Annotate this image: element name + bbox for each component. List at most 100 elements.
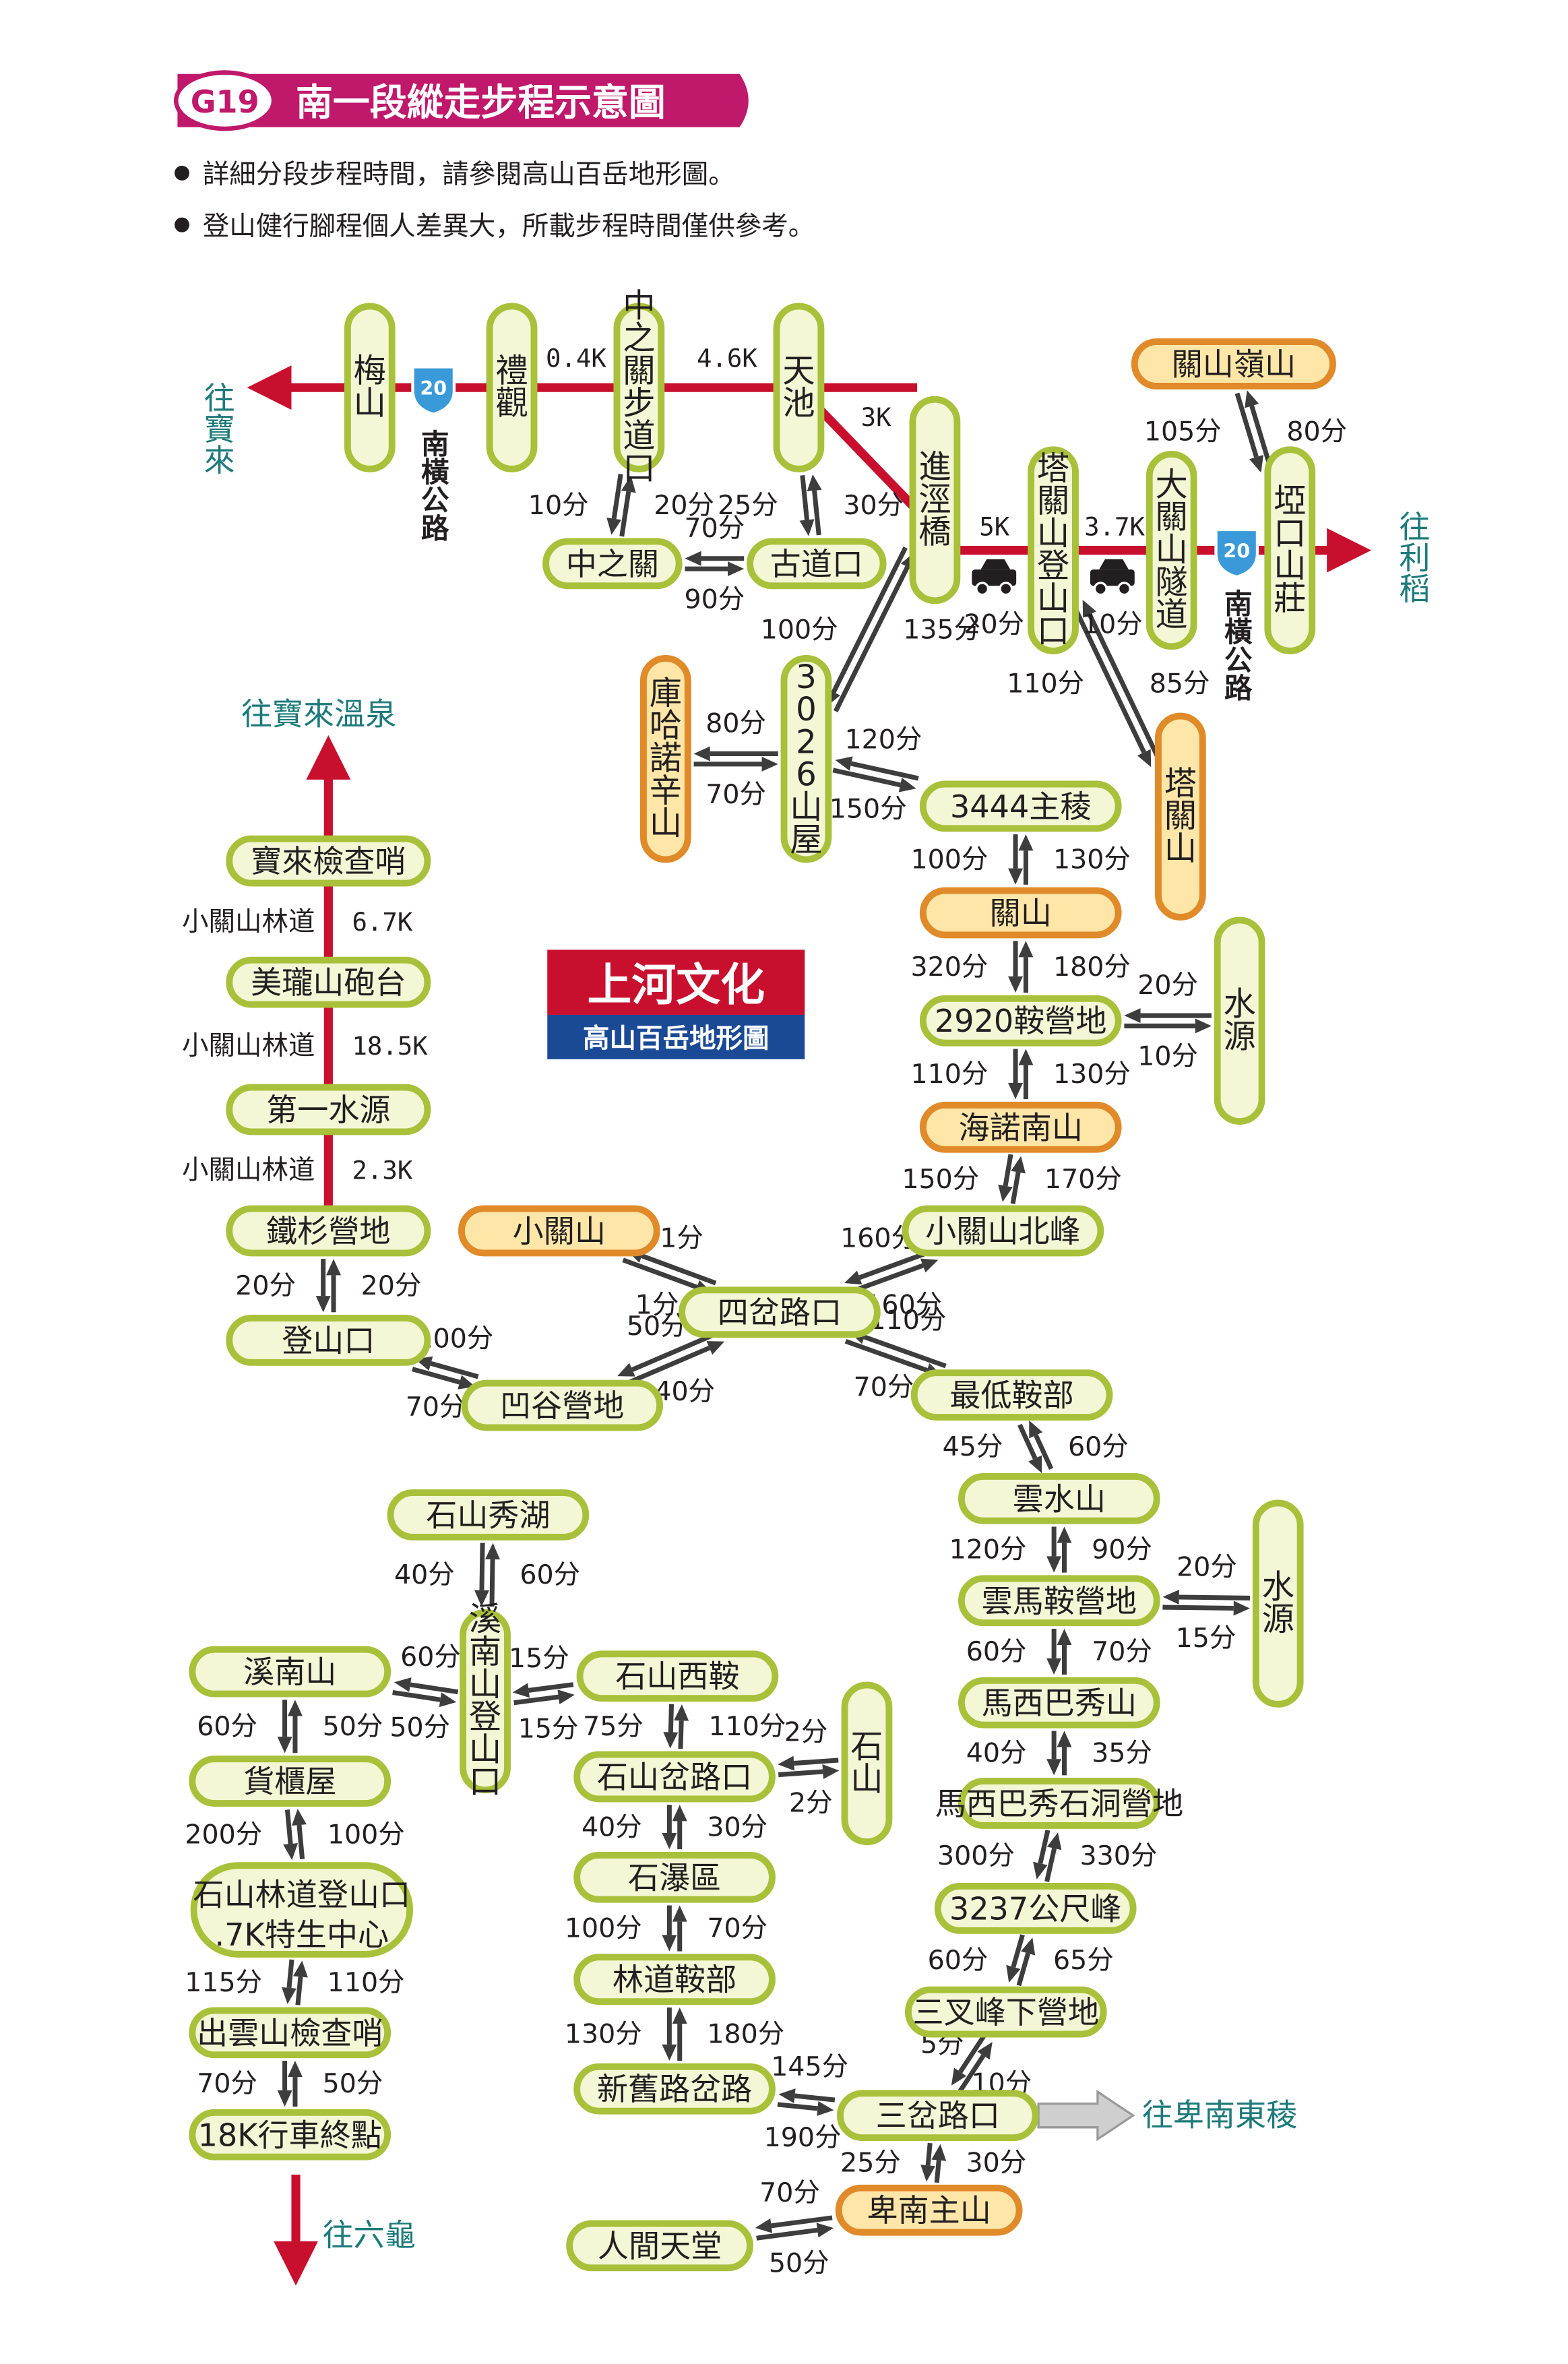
route-arrow <box>685 551 745 577</box>
distance-label: 3K <box>861 402 891 432</box>
walking-time: 2分 <box>784 1716 828 1747</box>
header-badge-text: G19 <box>191 84 259 120</box>
station-label: 關山 <box>990 895 1052 931</box>
route-arrow <box>1017 1420 1054 1474</box>
route-arrow <box>662 2007 687 2061</box>
bullet-icon <box>175 165 189 181</box>
route-arrow <box>920 2142 947 2183</box>
station-label: 3237公尺峰 <box>949 1890 1122 1927</box>
station-xiaoguanshan: 小關山 <box>458 1205 660 1257</box>
walking-time: 70分 <box>684 513 745 544</box>
station-zhongzhiguan: 中之關 <box>542 538 683 590</box>
station-label: 溪南山 <box>243 1654 336 1690</box>
walking-time: 330分 <box>1080 1840 1158 1871</box>
route-arrow <box>662 1805 687 1850</box>
walking-time: 15分 <box>1176 1623 1236 1654</box>
direction-beinan-east-ridge: 往卑南東稜 <box>1142 2097 1297 2134</box>
station-jinjingqiao: 進涇橋 <box>909 396 961 604</box>
station-label: 塔關山 <box>1164 765 1197 868</box>
station-label: 卑南主山 <box>867 2192 991 2229</box>
station-xiaoguanshan-north: 小關山北峰 <box>902 1205 1104 1257</box>
station-zuidi-anbu: 最低鞍部 <box>910 1369 1113 1421</box>
station-label: 凹谷營地 <box>500 1388 624 1424</box>
walking-time: 70分 <box>406 1392 466 1423</box>
walking-time: 150分 <box>902 1164 979 1195</box>
station-label: 貨櫃屋 <box>243 1764 336 1800</box>
station-maxibaxiushan: 馬西巴秀山 <box>958 1677 1160 1729</box>
station-diyi-shuiyuan: 第一水源 <box>226 1084 431 1136</box>
bullet-icon <box>175 217 189 232</box>
station-label: 石山西鞍 <box>615 1658 739 1695</box>
route-arrow <box>662 1905 687 1952</box>
direction-baolai: 往寶來 <box>199 381 236 474</box>
station-label: 三叉峰下營地 <box>913 1994 1100 2030</box>
station-label: 雲水山 <box>1013 1481 1106 1517</box>
route-arrow <box>1124 1008 1212 1034</box>
station-zhongzhiguan-trailhead: 中之關步道口 <box>613 287 665 487</box>
station-label: 梅山 <box>354 352 386 422</box>
station-chuyunshan-checkpoint: 出雲山檢查哨 <box>189 2007 391 2059</box>
station-label: 石山秀湖 <box>426 1497 550 1533</box>
station-label: 18K行車終點 <box>198 2117 382 2153</box>
walking-time: 190分 <box>764 2122 842 2153</box>
walking-time: 15分 <box>518 1714 579 1745</box>
direction-baolai-hotspring: 往寶來溫泉 <box>241 696 396 733</box>
distance-labels: 0.4K 4.6K 3K 5K 3.7K 小關山林道 6.7K 小關山林道 18… <box>182 343 1145 1185</box>
station-label: 出雲山檢查哨 <box>197 2015 383 2051</box>
route-arrow <box>392 1677 459 1708</box>
walking-time: 40分 <box>394 1559 455 1590</box>
highway-shield-icon: 20 <box>411 365 456 416</box>
route-arrow <box>277 2061 303 2107</box>
svg-text:20: 20 <box>420 377 447 400</box>
station-sanchalukou: 三岔路口 <box>836 2090 1039 2142</box>
station-maxibaxiu-cave-camp: 馬西巴秀石洞營地 <box>935 1778 1183 1829</box>
route-arrow <box>1071 600 1163 768</box>
note-1: 詳細分段步程時間，請參閱高山百岳地形圖。 <box>203 159 735 190</box>
walking-time: 100分 <box>911 844 989 875</box>
route-arrow <box>844 1247 939 1295</box>
walking-time: 30分 <box>843 490 904 521</box>
station-label: 3 0 2 6 山屋 <box>790 658 822 859</box>
station-linadao-anbu: 林道鞍部 <box>573 1954 776 2005</box>
route-arrow <box>277 1700 303 1753</box>
walking-time: 130分 <box>1053 1059 1131 1090</box>
route-arrow <box>1008 1049 1034 1100</box>
walking-time: 170分 <box>1044 1164 1122 1195</box>
forest-road-label: 小關山林道 <box>182 1155 315 1186</box>
route-arrow <box>799 474 822 536</box>
walking-time: 150分 <box>829 794 907 825</box>
station-label: 第一水源 <box>266 1092 390 1128</box>
walking-time: 115分 <box>185 1967 262 1998</box>
station-label: 溪南山登山口 <box>469 1600 501 1801</box>
direction-labels: 往寶來 往利稻 往寶來溫泉 往六龜 往卑南東稜 <box>199 381 1431 2253</box>
route-arrow <box>693 746 778 772</box>
station-label: 中之關 <box>566 546 659 582</box>
walking-time: 85分 <box>1150 668 1210 699</box>
station-label: 小關山北峰 <box>925 1213 1080 1249</box>
walking-time: 10分 <box>1082 609 1143 640</box>
distance-label: 4.6K <box>697 343 757 373</box>
svg-text:20: 20 <box>1223 540 1250 563</box>
route-arrow <box>1033 1830 1062 1882</box>
walking-time: 25分 <box>840 2148 901 2179</box>
walking-time: 20分 <box>1177 1552 1237 1583</box>
station-gudaokou: 古道口 <box>747 538 887 590</box>
route-arrow <box>1046 1629 1072 1675</box>
walking-time: 110分 <box>911 1059 989 1090</box>
route-arrow <box>282 1959 308 2005</box>
station-label: 古道口 <box>770 546 863 582</box>
distance-label: 5K <box>979 512 1009 542</box>
walking-time: 20分 <box>964 609 1024 640</box>
station-label: 埡口山莊 <box>1274 483 1306 618</box>
distance-label: 3.7K <box>1084 512 1145 542</box>
station-sichalukou: 四岔路口 <box>679 1286 881 1338</box>
logo-subtitle: 高山百岳地形圖 <box>583 1023 770 1054</box>
station-shuiyuan: 水源 <box>1214 916 1265 1125</box>
station-label: 2920鞍營地 <box>935 1003 1107 1039</box>
walking-time: 130分 <box>1053 844 1131 875</box>
station-label: 大關山隧道 <box>1156 466 1188 633</box>
walking-time: 50分 <box>389 1712 450 1743</box>
station-label: 石山 <box>850 1728 883 1798</box>
